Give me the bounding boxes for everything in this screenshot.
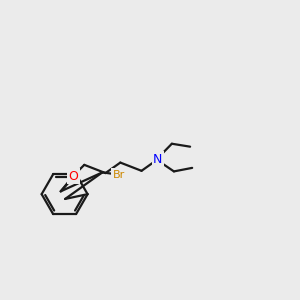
Text: O: O xyxy=(68,169,78,182)
Text: Br: Br xyxy=(112,170,125,180)
Text: N: N xyxy=(153,152,162,166)
